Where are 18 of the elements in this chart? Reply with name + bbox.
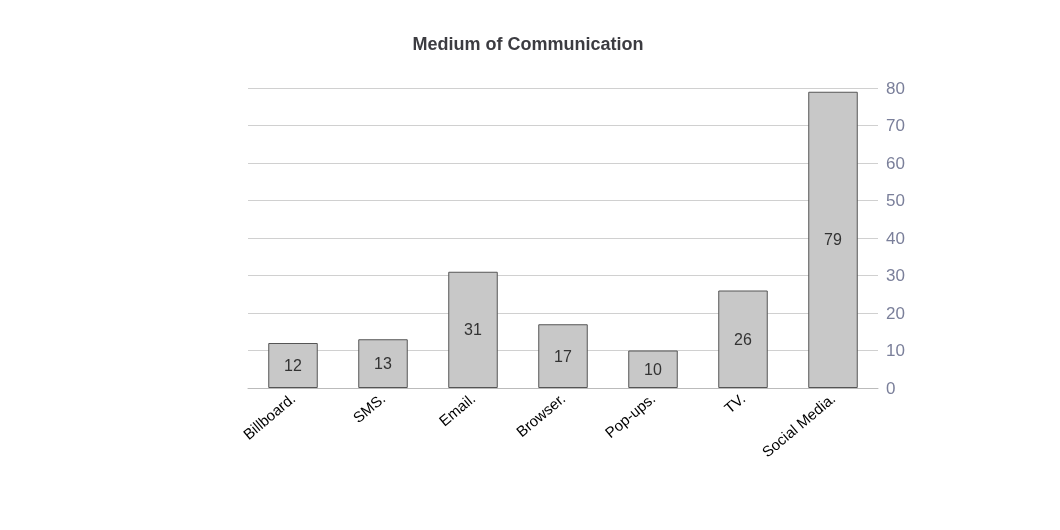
y-tick-label: 40 [886,228,905,248]
y-tick-label: 20 [886,303,905,323]
y-tick-label: 30 [886,266,905,285]
y-tick-label: 80 [886,78,905,98]
data-label: 26 [734,330,752,348]
y-tick-label: 70 [886,116,905,135]
data-label: 10 [644,360,662,378]
chart-title: Medium of Communication [412,34,644,54]
y-tick-label: 10 [886,341,905,360]
data-label: 12 [284,357,302,374]
y-tick-label: 0 [886,378,896,398]
data-label: 17 [554,347,572,365]
y-tick-label: 50 [886,191,905,210]
y-tick-label: 60 [886,153,905,173]
data-label: 13 [374,355,392,373]
data-label: 31 [464,321,482,339]
data-label: 79 [824,231,842,249]
x-tick-label: TV. [720,389,749,417]
